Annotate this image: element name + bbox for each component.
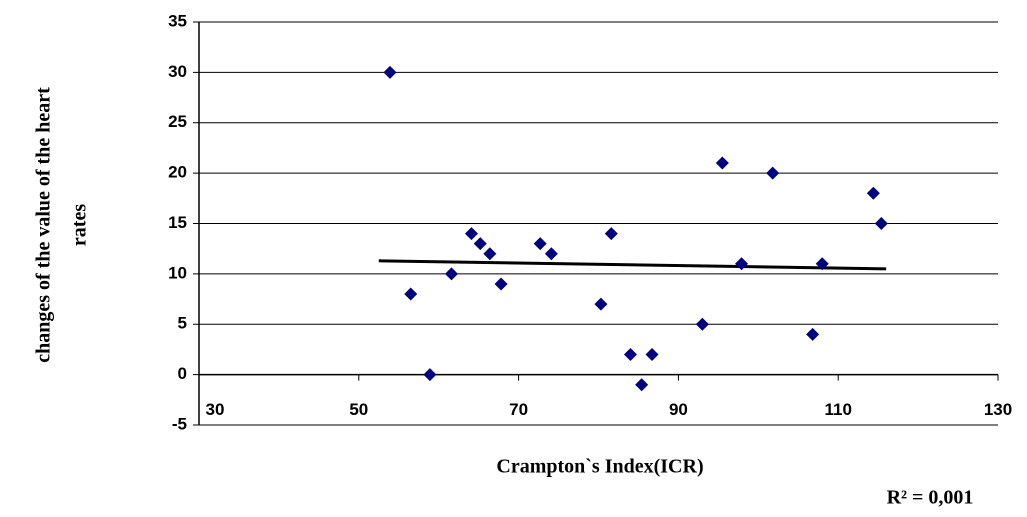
point (533, 237, 547, 251)
y-tick-label: 10 (168, 263, 187, 282)
y-tick-label: 5 (178, 314, 187, 333)
y-tick-label: -5 (172, 414, 187, 433)
point (444, 267, 458, 281)
point (423, 368, 437, 382)
point (544, 247, 558, 261)
x-tick-label: 130 (984, 400, 1012, 419)
point (735, 257, 749, 271)
point (874, 217, 888, 230)
trendline (378, 259, 887, 271)
point (404, 287, 418, 301)
point (494, 277, 508, 291)
point (623, 347, 637, 361)
x-tick-label: 90 (669, 400, 688, 419)
r-squared: R² = 0,001 (887, 487, 974, 509)
y-tick-label: 35 (168, 11, 187, 30)
point (815, 257, 829, 271)
point (866, 186, 880, 200)
y-axis-title: changes of the value of the heart rates (33, 87, 91, 363)
y-tick-label: 30 (168, 62, 187, 81)
x-axis-title: Crampton`s Index(ICR) (496, 456, 703, 478)
point (594, 297, 608, 311)
point (645, 347, 659, 361)
point (383, 65, 397, 79)
y-tick-label: 0 (178, 364, 187, 383)
point (483, 247, 497, 261)
y-tick-label: 25 (168, 112, 187, 131)
y-tick-label: 20 (168, 163, 187, 182)
point (604, 227, 618, 241)
point (715, 156, 729, 170)
point (464, 227, 478, 241)
point (473, 237, 487, 251)
x-tick-label: 110 (824, 400, 851, 419)
x-tick-label: 70 (509, 400, 528, 419)
point (635, 378, 649, 392)
x-tick-label: 30 (206, 400, 225, 419)
y-axis-title-line: changes of the value of the heart (33, 87, 55, 363)
point (766, 166, 780, 180)
x-tick-label: 50 (349, 400, 368, 419)
point (695, 317, 709, 331)
point (806, 327, 820, 341)
y-tick-label: 15 (168, 213, 187, 232)
y-axis-title-line: rates (69, 204, 91, 246)
